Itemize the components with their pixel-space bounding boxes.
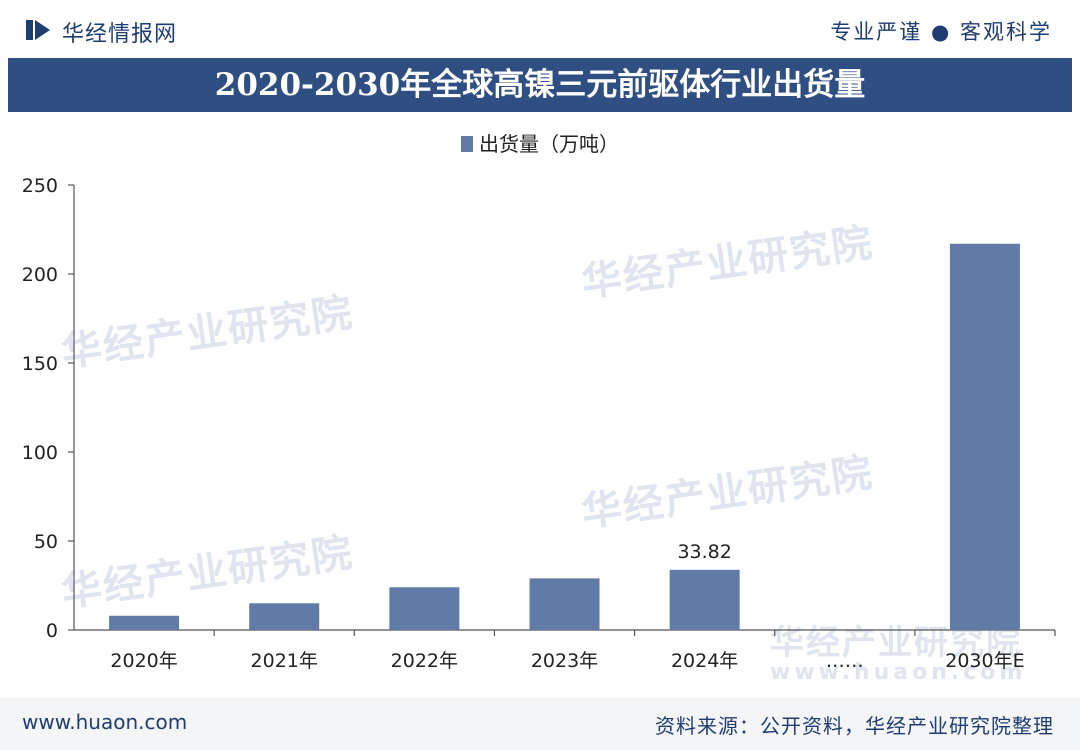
legend-label: 出货量（万吨）	[479, 132, 619, 156]
y-tick-label: 50	[34, 531, 58, 553]
header-bar: 华经情报网 专业严谨 ● 客观科学	[0, 0, 1080, 58]
footer-bar: www.huaon.com 资料来源：公开资料，华经产业研究院整理	[0, 698, 1080, 750]
y-tick-label: 200	[22, 264, 58, 286]
x-tick-label: 2022年	[391, 650, 458, 672]
y-tick-label: 250	[22, 175, 58, 197]
x-tick-label: 2024年	[671, 650, 738, 672]
data-label: 33.82	[677, 541, 731, 563]
bar	[249, 603, 320, 630]
x-tick-label: 2023年	[531, 650, 598, 672]
bar	[109, 615, 180, 630]
y-tick-label: 150	[22, 353, 58, 375]
y-tick-label: 100	[22, 442, 58, 464]
source-note: 资料来源：公开资料，华经产业研究院整理	[655, 714, 1054, 738]
brand-name[interactable]: 华经情报网	[62, 22, 178, 47]
huajing-logo-icon	[26, 20, 50, 40]
x-tick-label: 2021年	[251, 650, 318, 672]
title-bar: 2020-2030年全球高镍三元前驱体行业出货量	[8, 58, 1072, 112]
bar	[389, 587, 460, 630]
chart-legend: 出货量（万吨）	[0, 128, 1080, 157]
y-tick-label: 0	[46, 620, 58, 642]
footer-url-link[interactable]: www.huaon.com	[22, 710, 188, 734]
chart-title: 2020-2030年全球高镍三元前驱体行业出货量	[214, 67, 866, 103]
x-tick-label: ……	[826, 650, 864, 672]
bar	[949, 243, 1020, 630]
watermark-url: www.huaon.com	[770, 660, 1027, 685]
legend-swatch	[461, 136, 473, 152]
bar-chart: 0 50 100 150 200 250 2020年 2021年 2022年 2023年 33.82…	[22, 175, 1056, 672]
x-tick-label: 2020年	[110, 650, 177, 672]
bar	[669, 569, 740, 630]
bar	[529, 578, 600, 630]
x-tick-label: 2030年E	[945, 650, 1024, 672]
slogan: 专业严谨 ● 客观科学	[830, 20, 1052, 44]
